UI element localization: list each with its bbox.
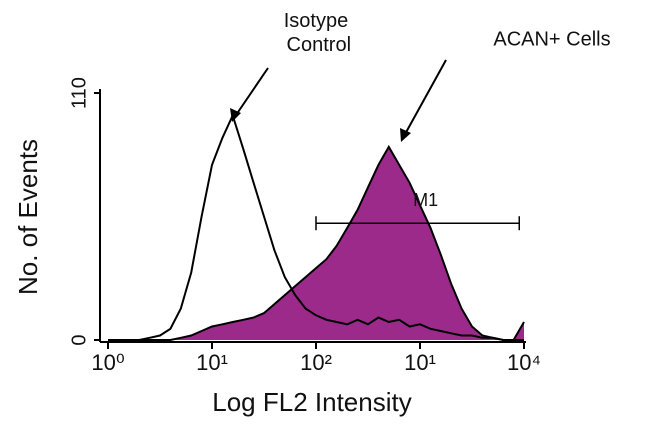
x-tick-label: 10¹: [196, 350, 228, 375]
marker-label: M1: [413, 190, 438, 210]
x-tick-label: 10²: [300, 350, 332, 375]
histogram-line: [108, 144, 525, 341]
y-axis-label: No. of Events: [13, 139, 43, 295]
annotation: ACAN+ Cells: [493, 28, 610, 50]
arrow: [233, 67, 269, 119]
area-fill: [108, 146, 524, 340]
x-tick-label: 10⁰: [91, 350, 124, 375]
histogram-line: [108, 112, 524, 341]
x-axis-label: Log FL2 Intensity: [212, 387, 411, 417]
arrow: [403, 59, 447, 137]
x-tick-label: 10¹: [404, 350, 436, 375]
y-tick-label: 0: [68, 334, 90, 345]
annotation: Isotype Control: [281, 10, 351, 56]
arrowhead: [400, 128, 411, 142]
x-tick-label: 10⁴: [507, 350, 541, 375]
y-tick-label: 110: [68, 77, 90, 109]
